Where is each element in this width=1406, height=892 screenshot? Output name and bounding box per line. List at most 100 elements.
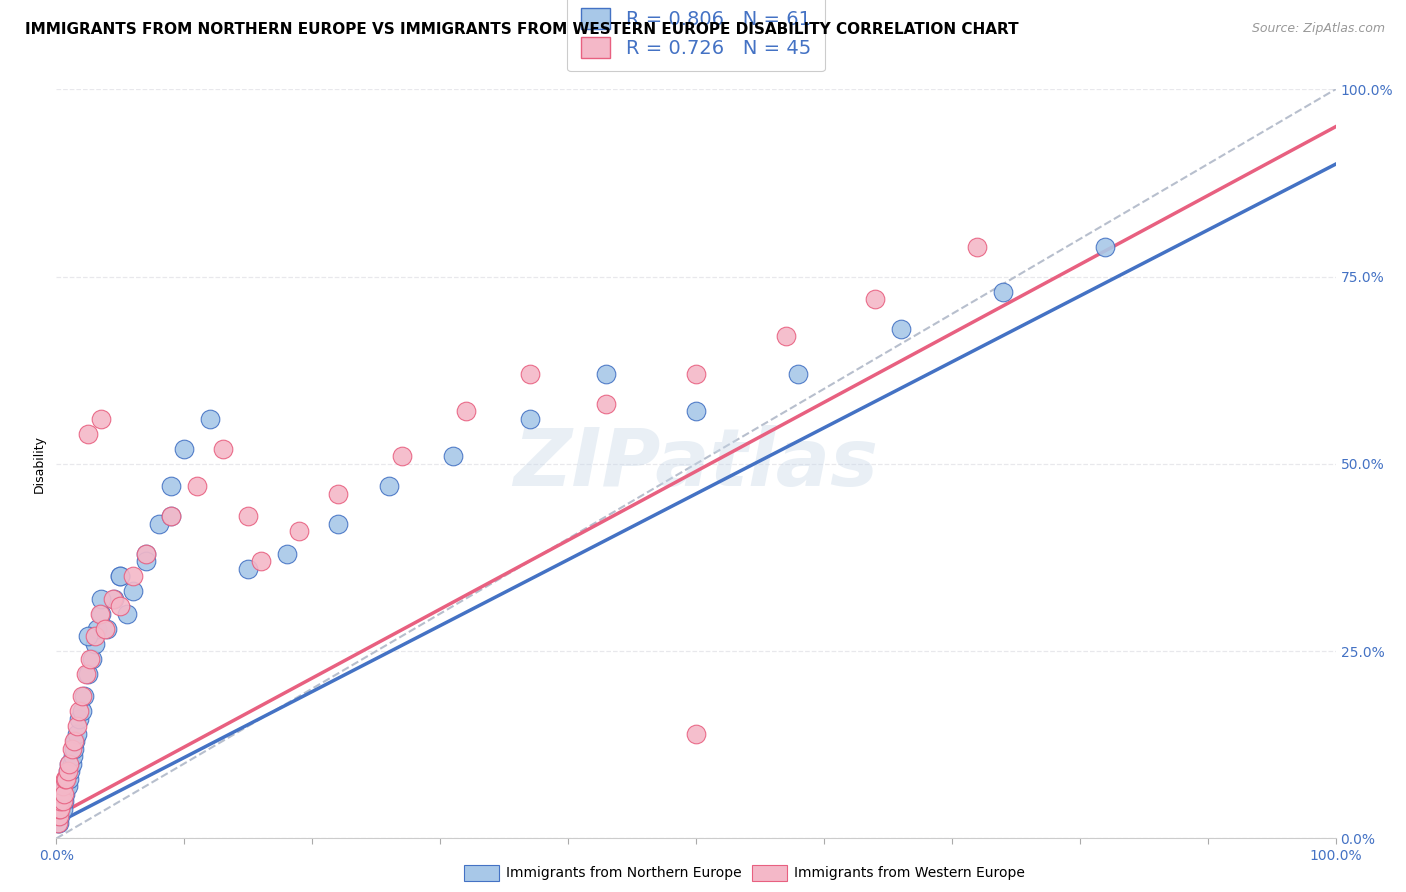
Point	[77, 666, 100, 681]
Point	[49, 794, 72, 808]
Text: IMMIGRANTS FROM NORTHERN EUROPE VS IMMIGRANTS FROM WESTERN EUROPE DISABILITY COR: IMMIGRANTS FROM NORTHERN EUROPE VS IMMIG…	[25, 22, 1019, 37]
Point	[75, 666, 97, 681]
Point	[48, 809, 70, 823]
Point	[250, 554, 273, 568]
Point	[115, 607, 138, 621]
Point	[595, 397, 617, 411]
Point	[288, 524, 311, 539]
Point	[83, 637, 105, 651]
Point	[160, 509, 183, 524]
Point	[135, 554, 157, 568]
Point	[276, 547, 298, 561]
Point	[148, 516, 170, 531]
Text: Source: ZipAtlas.com: Source: ZipAtlas.com	[1251, 22, 1385, 36]
Point	[77, 629, 100, 643]
Point	[51, 801, 73, 815]
Point	[454, 404, 477, 418]
Point	[160, 509, 183, 524]
Point	[685, 726, 707, 740]
Point	[55, 772, 77, 786]
Point	[52, 801, 75, 815]
Point	[67, 704, 90, 718]
Point	[55, 779, 77, 793]
Point	[519, 412, 541, 426]
Point	[58, 756, 80, 771]
Point	[236, 509, 260, 524]
Point	[60, 756, 83, 771]
Point	[60, 741, 83, 756]
Point	[56, 779, 79, 793]
Point	[595, 367, 617, 381]
Point	[53, 787, 76, 801]
Point	[73, 689, 96, 703]
Point	[83, 629, 105, 643]
Point	[49, 801, 72, 815]
Point	[48, 809, 70, 823]
Point	[101, 591, 124, 606]
Point	[122, 584, 145, 599]
Point	[63, 741, 86, 756]
Point	[110, 569, 132, 583]
Point	[56, 764, 79, 778]
Point	[90, 412, 112, 426]
Point	[1094, 239, 1116, 253]
Point	[86, 622, 108, 636]
Text: ZIPatlas: ZIPatlas	[513, 425, 879, 503]
Point	[77, 426, 100, 441]
Point	[391, 450, 413, 464]
Point	[63, 734, 86, 748]
Point	[90, 591, 112, 606]
Point	[135, 547, 157, 561]
Point	[49, 801, 72, 815]
Point	[70, 689, 93, 703]
Point	[775, 329, 797, 343]
Point	[52, 794, 75, 808]
Text: Immigrants from Northern Europe: Immigrants from Northern Europe	[506, 866, 742, 880]
Point	[46, 816, 69, 830]
Point	[198, 412, 221, 426]
Point	[991, 285, 1014, 299]
Point	[103, 591, 125, 606]
Point	[66, 726, 89, 740]
Point	[94, 622, 117, 636]
Point	[326, 516, 349, 531]
Point	[49, 794, 72, 808]
Point	[685, 367, 707, 381]
Point	[186, 479, 208, 493]
Point	[211, 442, 233, 456]
Point	[160, 479, 183, 493]
Point	[890, 322, 912, 336]
Point	[173, 442, 195, 456]
Point	[65, 734, 87, 748]
Point	[66, 719, 89, 733]
Point	[378, 479, 401, 493]
Point	[96, 622, 118, 636]
Point	[110, 599, 132, 614]
Point	[52, 787, 75, 801]
Point	[326, 487, 349, 501]
Point	[90, 607, 112, 621]
Point	[236, 562, 260, 576]
Point	[70, 704, 93, 718]
Point	[122, 569, 145, 583]
Point	[787, 367, 810, 381]
Point	[51, 787, 73, 801]
Point	[110, 569, 132, 583]
Point	[59, 764, 82, 778]
Point	[55, 772, 77, 786]
Point	[46, 816, 69, 830]
Point	[62, 749, 84, 764]
Point	[53, 772, 76, 786]
Point	[52, 779, 75, 793]
Point	[685, 404, 707, 418]
Point	[863, 292, 886, 306]
Legend: R = 0.806   N = 61, R = 0.726   N = 45: R = 0.806 N = 61, R = 0.726 N = 45	[568, 0, 824, 71]
Point	[56, 764, 79, 778]
Y-axis label: Disability: Disability	[32, 434, 46, 493]
Point	[79, 651, 101, 665]
Point	[49, 809, 72, 823]
Point	[966, 239, 988, 253]
Point	[52, 787, 75, 801]
Point	[58, 756, 80, 771]
Point	[52, 794, 75, 808]
